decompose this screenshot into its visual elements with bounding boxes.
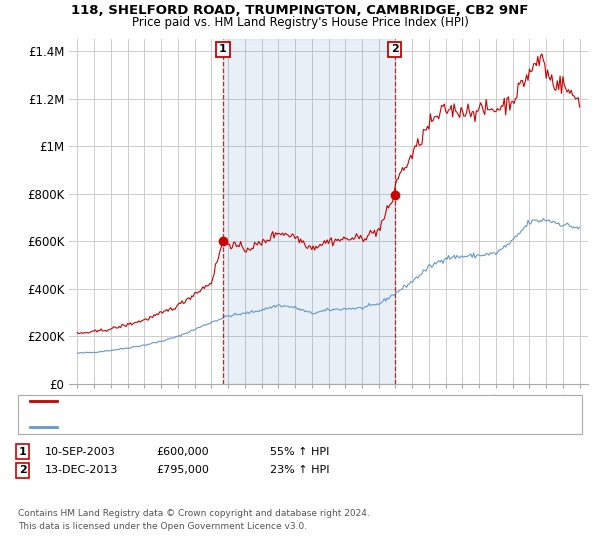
Text: HPI: Average price, detached house, Cambridge: HPI: Average price, detached house, Camb…: [60, 422, 310, 432]
Text: 1: 1: [19, 447, 26, 457]
Text: £795,000: £795,000: [156, 465, 209, 475]
Text: 118, SHELFORD ROAD, TRUMPINGTON, CAMBRIDGE, CB2 9NF (detached house): 118, SHELFORD ROAD, TRUMPINGTON, CAMBRID…: [60, 396, 475, 406]
Text: 1: 1: [219, 44, 227, 54]
Text: 10-SEP-2003: 10-SEP-2003: [45, 447, 116, 457]
Text: 55% ↑ HPI: 55% ↑ HPI: [270, 447, 329, 457]
Text: This data is licensed under the Open Government Licence v3.0.: This data is licensed under the Open Gov…: [18, 522, 307, 531]
Text: 23% ↑ HPI: 23% ↑ HPI: [270, 465, 329, 475]
Text: 2: 2: [391, 44, 398, 54]
Text: Contains HM Land Registry data © Crown copyright and database right 2024.: Contains HM Land Registry data © Crown c…: [18, 509, 370, 518]
Text: 13-DEC-2013: 13-DEC-2013: [45, 465, 118, 475]
Text: 118, SHELFORD ROAD, TRUMPINGTON, CAMBRIDGE, CB2 9NF: 118, SHELFORD ROAD, TRUMPINGTON, CAMBRID…: [71, 4, 529, 17]
Bar: [223, 39, 395, 384]
Text: 2: 2: [19, 465, 26, 475]
Text: Price paid vs. HM Land Registry's House Price Index (HPI): Price paid vs. HM Land Registry's House …: [131, 16, 469, 29]
Text: £600,000: £600,000: [156, 447, 209, 457]
